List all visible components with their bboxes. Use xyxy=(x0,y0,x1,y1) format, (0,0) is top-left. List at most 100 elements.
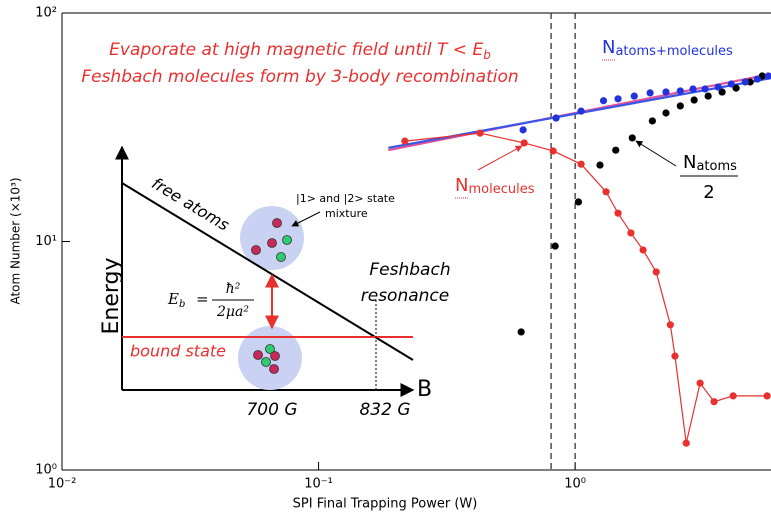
data-point xyxy=(627,229,635,237)
inset-diagram: Energy B free atoms bound state |1> and … xyxy=(99,145,451,420)
particle xyxy=(282,235,292,245)
molecule-cloud xyxy=(238,326,302,390)
data-point xyxy=(753,75,761,83)
data-point xyxy=(710,398,718,406)
annotation-sub: b xyxy=(483,48,491,62)
data-point xyxy=(639,246,647,254)
annotation: Feshbach molecules form by 3-body recomb… xyxy=(81,67,518,87)
data-point xyxy=(732,84,740,92)
particle xyxy=(269,364,279,374)
formula-e: E xyxy=(167,290,179,308)
x-axis-label: SPI Final Trapping Power (W) xyxy=(293,497,478,512)
data-point xyxy=(630,92,638,100)
inset-tick-label: 700 G xyxy=(246,400,297,420)
data-point xyxy=(628,134,636,142)
data-point xyxy=(729,392,737,400)
particle xyxy=(261,357,271,367)
annotation-text: Evaporate at high magnetic field until T… xyxy=(109,40,483,60)
series-label-denominator: 2 xyxy=(703,182,714,203)
arrow xyxy=(635,140,677,167)
formula-den: 2μa² xyxy=(216,304,249,320)
data-point xyxy=(401,137,409,145)
data-point xyxy=(519,126,527,134)
mixture-label: |1> and |2> state xyxy=(296,192,395,205)
data-point xyxy=(671,352,679,360)
x-tick-label: 10⁰ xyxy=(564,477,586,492)
feshbach-label: Feshbach xyxy=(369,260,450,280)
arrow xyxy=(477,145,523,171)
data-point xyxy=(689,85,697,93)
y-tick-label: 10¹ xyxy=(35,234,57,249)
data-point xyxy=(662,88,670,96)
data-point xyxy=(676,87,684,95)
data-point xyxy=(577,160,585,168)
data-point xyxy=(551,242,559,250)
data-point xyxy=(690,96,698,104)
free-atoms-line xyxy=(121,182,414,361)
data-point xyxy=(727,80,735,88)
label-sub: atoms xyxy=(696,159,737,174)
inset-y-label: Energy xyxy=(99,257,124,334)
particle xyxy=(253,350,263,360)
data-point xyxy=(577,107,585,115)
data-point xyxy=(666,321,674,329)
formula-lhs: Eb xyxy=(167,290,185,310)
data-point xyxy=(701,85,709,93)
particle xyxy=(272,218,282,228)
series-label: Nmolecules xyxy=(455,175,535,197)
data-point xyxy=(549,147,557,155)
data-point xyxy=(763,392,771,400)
formula-sub: b xyxy=(179,299,185,310)
data-point xyxy=(646,89,654,97)
label-sub: molecules xyxy=(468,182,534,197)
data-point xyxy=(648,117,656,125)
inset-x-label: B xyxy=(417,377,432,402)
x-tick-label: 10⁻¹ xyxy=(304,477,333,492)
plot-area xyxy=(388,13,771,470)
data-point xyxy=(676,102,684,110)
data-point xyxy=(662,109,670,117)
series-label: Natoms xyxy=(683,152,737,174)
particle xyxy=(276,252,286,262)
data-point xyxy=(612,146,620,154)
y-tick-label: 10² xyxy=(35,6,57,21)
data-point xyxy=(476,129,484,137)
inset-tick-label: 832 G xyxy=(359,400,410,420)
bound-state-label: bound state xyxy=(130,342,226,361)
data-point xyxy=(614,209,622,217)
feshbach-label: resonance xyxy=(361,286,449,306)
data-point xyxy=(704,92,712,100)
particle xyxy=(251,245,261,255)
particle xyxy=(267,238,277,248)
particle xyxy=(270,351,280,361)
data-point xyxy=(696,379,704,387)
label-n: N xyxy=(455,175,468,196)
data-point xyxy=(718,88,726,96)
formula-num: ħ² xyxy=(226,281,241,297)
particles xyxy=(251,218,292,374)
data-point xyxy=(746,78,754,86)
particle xyxy=(265,344,275,354)
label-n: N xyxy=(683,152,696,173)
x-tick-label: 10⁻² xyxy=(48,477,77,492)
data-point xyxy=(596,161,604,169)
y-axis-label: Atom Number (×10³) xyxy=(9,177,23,304)
data-point xyxy=(614,95,622,103)
data-point xyxy=(602,188,610,196)
label-n: N xyxy=(602,37,615,58)
data-point xyxy=(764,72,771,80)
data-point xyxy=(574,198,583,206)
y-tick-label: 10⁰ xyxy=(35,463,57,478)
series-label: Natoms+molecules xyxy=(602,37,733,59)
data-point xyxy=(517,328,525,336)
data-point xyxy=(741,78,749,86)
data-point xyxy=(599,97,608,105)
data-point xyxy=(714,83,722,91)
data-point xyxy=(652,268,660,276)
data-point xyxy=(552,114,560,122)
data-point xyxy=(520,139,528,147)
annotation: Evaporate at high magnetic field until T… xyxy=(109,40,491,62)
label-sub: atoms+molecules xyxy=(615,44,733,59)
